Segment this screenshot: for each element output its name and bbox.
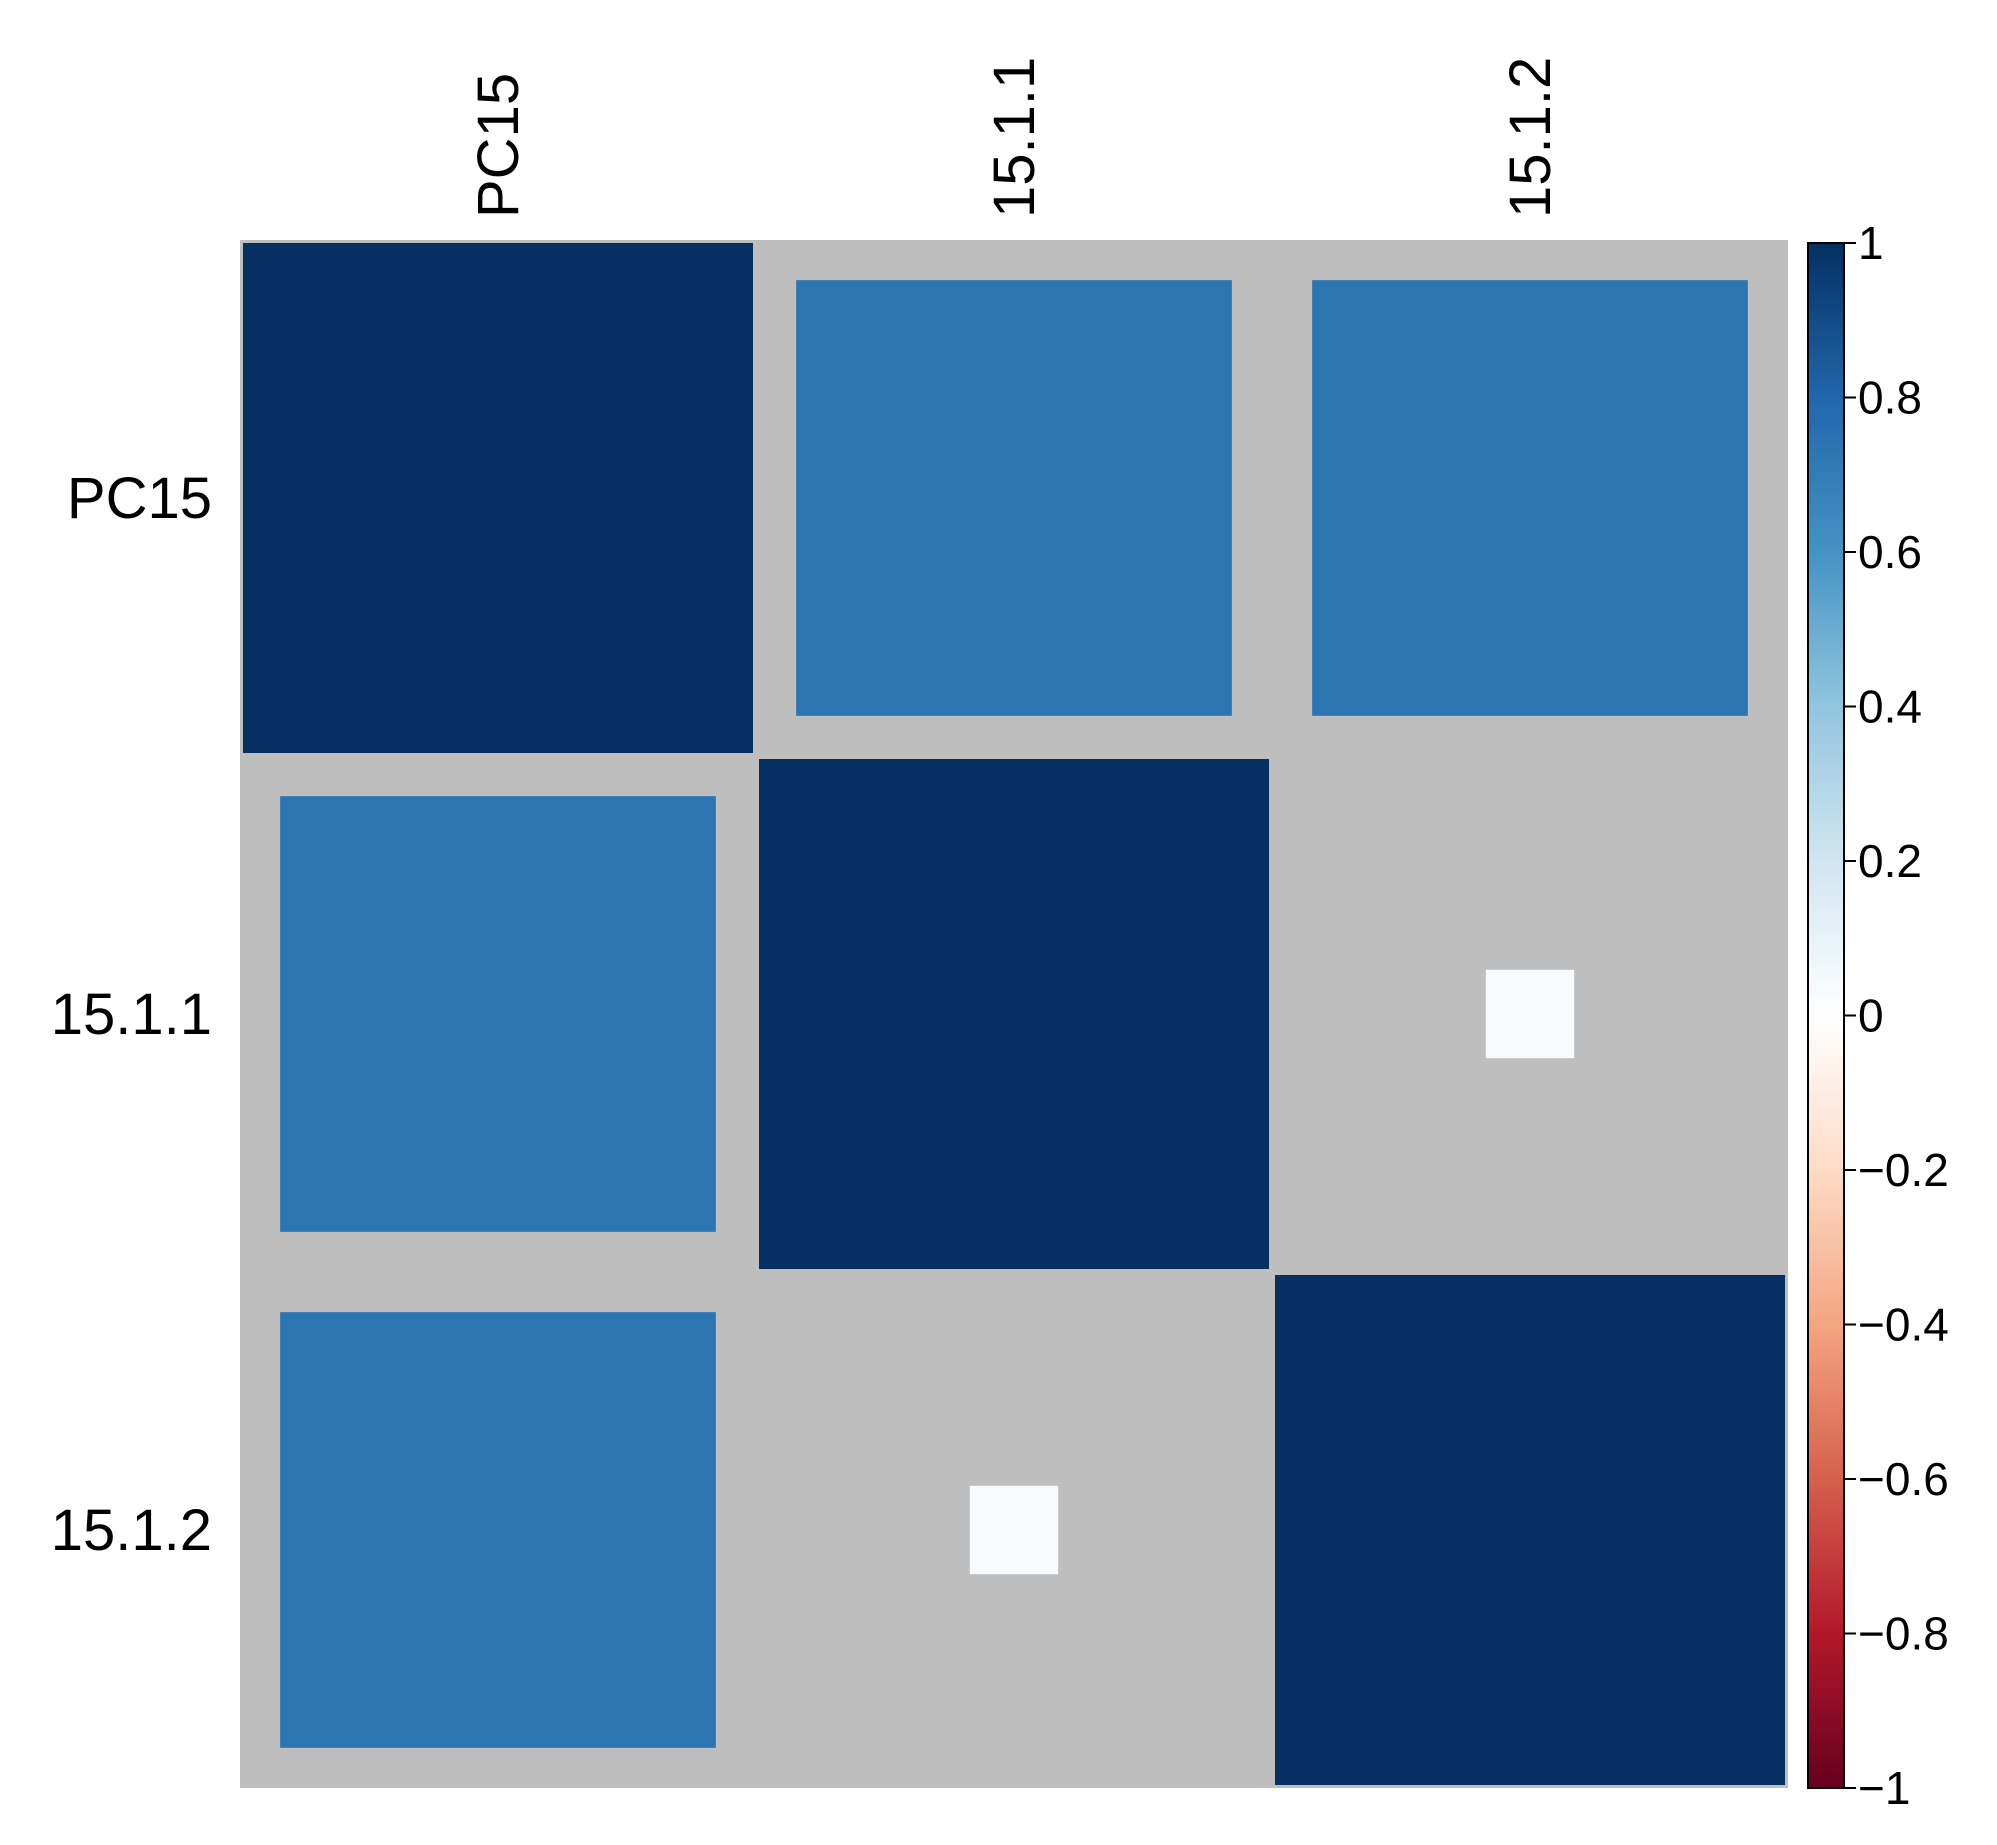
row-label: 15.1.2 [51,1498,212,1563]
column-label: PC15 [466,73,531,218]
cell-PC15-15.1.2 [1312,280,1748,716]
colorbar-tick-label: 0.6 [1858,526,1922,578]
column-labels: PC15 15.1.1 15.1.2 [466,57,1563,218]
colorbar-tick-label: −1 [1858,1762,1910,1814]
cell-15.1.1-PC15 [280,796,716,1232]
cell-15.1.1-15.1.2 [1485,969,1575,1059]
colorbar-tick-label: 0 [1858,990,1884,1042]
matrix-cells [243,243,1785,1785]
colorbar: 1 0.8 0.6 0.4 0.2 0 −0.2 −0.4 −0.6 −0.8 −1 [1807,217,1949,1814]
colorbar-tick-label: −0.2 [1858,1144,1949,1196]
column-label: 15.1.1 [982,57,1047,218]
colorbar-tick-label: 0.8 [1858,372,1922,424]
column-label: 15.1.2 [1498,57,1563,218]
colorbar-tick-label: −0.8 [1858,1608,1949,1660]
cell-15.1.1-15.1.1 [759,759,1269,1269]
colorbar-ticks: 1 0.8 0.6 0.4 0.2 0 −0.2 −0.4 −0.6 −0.8 −1 [1844,217,1949,1814]
cell-15.1.2-PC15 [280,1312,716,1748]
row-label: 15.1.1 [51,982,212,1047]
cell-PC15-15.1.1 [796,280,1232,716]
row-label: PC15 [67,466,212,531]
colorbar-tick-label: −0.4 [1858,1299,1949,1351]
row-labels: PC15 15.1.1 15.1.2 [51,466,212,1563]
colorbar-ramp [1807,242,1845,1789]
cell-PC15-PC15 [243,243,753,753]
colorbar-tick-label: −0.6 [1858,1453,1949,1505]
colorbar-tick-label: 0.2 [1858,835,1922,887]
colorbar-tick-label: 0.4 [1858,681,1922,733]
cell-15.1.2-15.1.2 [1275,1275,1785,1785]
colorbar-tick-label: 1 [1858,217,1884,269]
cell-15.1.2-15.1.1 [969,1485,1059,1575]
